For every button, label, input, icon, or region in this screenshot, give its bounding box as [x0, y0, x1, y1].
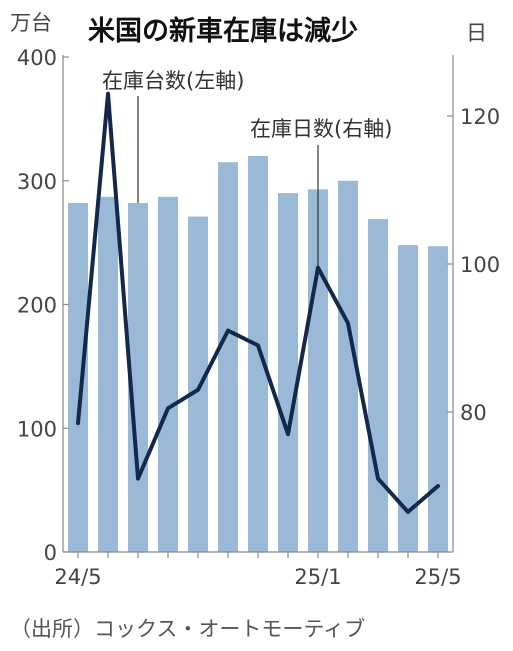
left-tick-label: 100	[17, 417, 57, 441]
chart-title: 米国の新車在庫は減少	[88, 15, 358, 47]
right-tick-label: 100	[460, 253, 500, 277]
source-note: （出所）コックス・オートモーティブ	[10, 617, 365, 641]
bar-24/8	[158, 196, 178, 553]
bar-24/10	[218, 162, 238, 552]
left-tick-label: 0	[44, 541, 57, 565]
right-axis-unit: 日	[466, 21, 487, 45]
line-series	[76, 91, 440, 514]
x-tick-label: 25/5	[414, 565, 461, 589]
left-tick-label: 200	[17, 294, 57, 318]
x-axis-ticks: 24/5 25/1 25/5	[54, 552, 462, 589]
bar-24/11	[248, 156, 268, 552]
line-series-label: 在庫日数(右軸)	[250, 117, 392, 141]
annotation-leaders	[137, 96, 319, 268]
right-axis-ticks: 80 100 120	[447, 105, 500, 425]
bar-24/6	[98, 196, 118, 553]
bar-25/2	[338, 180, 358, 553]
right-tick-label: 120	[460, 105, 500, 129]
left-axis-ticks: 0 100 200 300 400	[17, 46, 69, 565]
left-axis-unit: 万台	[10, 11, 52, 35]
bar-series	[68, 156, 448, 553]
bar-24/12	[278, 193, 298, 552]
x-tick-label: 24/5	[54, 565, 101, 589]
bar-24/5	[68, 203, 88, 552]
bar-25/4	[398, 245, 418, 552]
bar-series-label: 在庫台数(左軸)	[102, 69, 244, 93]
bar-24/9	[188, 216, 208, 552]
left-tick-label: 300	[17, 170, 57, 194]
x-tick-label: 25/1	[294, 565, 341, 589]
bar-25/5	[428, 246, 448, 553]
bar-25/3	[368, 219, 388, 552]
left-tick-label: 400	[17, 46, 57, 70]
right-tick-label: 80	[460, 401, 487, 425]
